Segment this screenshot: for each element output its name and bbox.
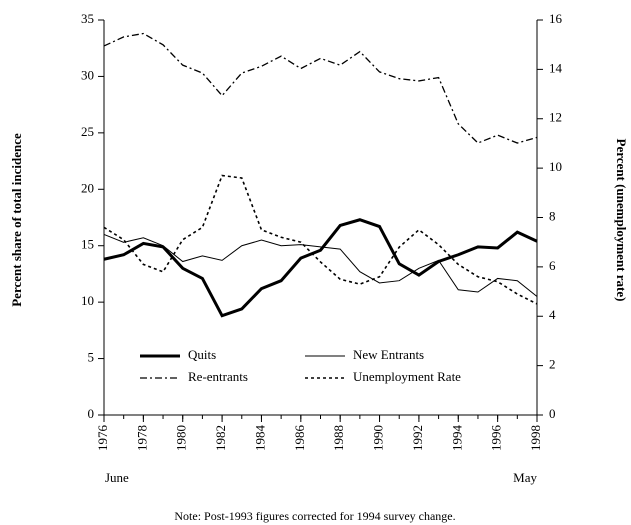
- legend-label: New Entrants: [353, 347, 424, 362]
- x-tick-label: 1994: [449, 425, 464, 452]
- y2-tick-label: 0: [549, 406, 556, 421]
- y2-tick-label: 12: [549, 110, 562, 125]
- y-tick-label: 10: [81, 293, 94, 308]
- legend-label: Re-entrants: [188, 369, 248, 384]
- y-tick-label: 20: [81, 180, 94, 195]
- y-axis-label: Percent share of total incidence: [9, 133, 24, 307]
- x-tick-label: 1980: [174, 425, 189, 451]
- y2-tick-label: 8: [549, 208, 556, 223]
- y2-tick-label: 6: [549, 258, 556, 273]
- x-tick-label: 1996: [489, 425, 504, 452]
- y2-tick-label: 2: [549, 357, 556, 372]
- legend-label: Unemployment Rate: [353, 369, 461, 384]
- y-tick-label: 15: [81, 237, 94, 252]
- data-line: [103, 233, 538, 297]
- y-tick-label: 35: [81, 11, 94, 26]
- y-tick-label: 0: [88, 406, 95, 421]
- x-tick-label: 1998: [528, 425, 543, 451]
- y2-tick-label: 10: [549, 159, 562, 174]
- y-tick-label: 5: [88, 350, 95, 365]
- note: Note: Post-1993 figures corrected for 19…: [174, 509, 455, 523]
- y-tick-label: 25: [81, 124, 94, 139]
- y2-axis-label: Percent (unemployment rate): [614, 139, 629, 302]
- data-line: [103, 32, 538, 144]
- y2-tick-label: 14: [549, 60, 563, 75]
- data-line: [103, 218, 538, 318]
- y2-tick-label: 4: [549, 307, 556, 322]
- x-tick-label: 1984: [252, 425, 267, 452]
- y2-tick-label: 16: [549, 11, 563, 26]
- legend-label: Quits: [188, 347, 216, 362]
- data-line: [103, 174, 538, 305]
- x-tick-label: 1976: [95, 425, 110, 452]
- y-tick-label: 30: [81, 67, 94, 82]
- x-tick-label: 1982: [213, 425, 228, 451]
- x-tick-label: 1988: [331, 425, 346, 451]
- x-tick-label: 1978: [134, 425, 149, 451]
- x-end-label: May: [513, 470, 537, 485]
- x-tick-label: 1990: [371, 425, 386, 451]
- x-tick-label: 1986: [292, 425, 307, 452]
- x-tick-label: 1992: [410, 425, 425, 451]
- x-start-label: June: [105, 470, 129, 485]
